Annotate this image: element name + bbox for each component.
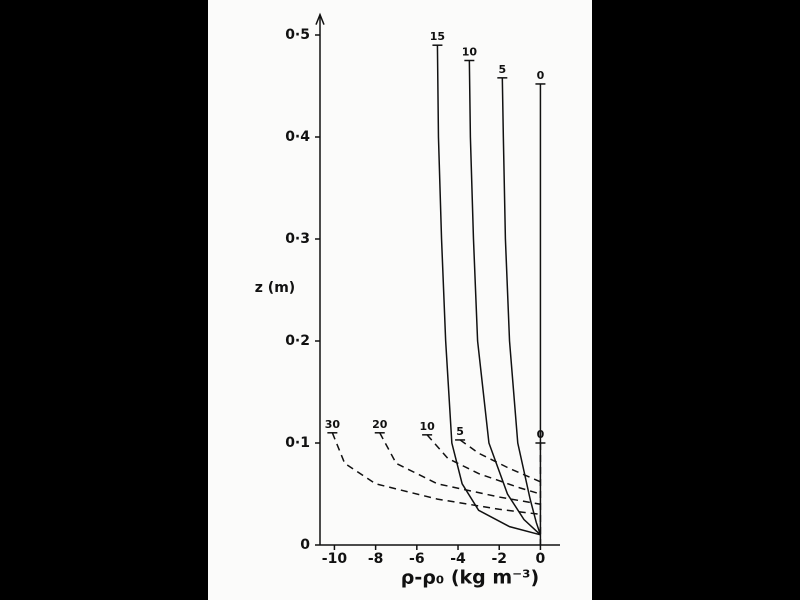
series-label: 30: [325, 418, 341, 431]
y-tick-label: 0·3: [285, 231, 310, 247]
series-label: 10: [462, 46, 478, 59]
series-line: [426, 434, 541, 495]
y-axis-label: z (m): [255, 280, 295, 296]
series-label: 20: [372, 418, 388, 431]
y-tick-label: 0·4: [285, 129, 310, 145]
series-label: 10: [419, 420, 435, 433]
series-label: 5: [456, 425, 464, 438]
series-label: 0: [537, 69, 545, 82]
x-tick-label: -6: [409, 551, 425, 567]
series-line: [331, 432, 541, 516]
series-line: [379, 432, 541, 505]
y-tick-label: 0·2: [285, 333, 310, 349]
series-line: [501, 77, 542, 536]
series-label: 0: [537, 428, 545, 441]
x-tick-label: -10: [322, 551, 348, 567]
series-label: 15: [430, 30, 445, 43]
series-line: [468, 60, 541, 536]
x-tick-label: -8: [368, 551, 384, 567]
x-tick-label: 0: [536, 551, 546, 567]
series-line: [436, 45, 541, 536]
y-tick-label: 0: [300, 537, 310, 553]
x-tick-label: -4: [450, 551, 466, 567]
x-axis-label: ρ-ρ₀ (kg m⁻³): [401, 567, 539, 589]
y-tick-label: 0·1: [285, 435, 310, 451]
series-line: [459, 439, 541, 483]
y-axis-arrow: [315, 12, 325, 25]
series-label: 5: [498, 63, 506, 76]
paper: [208, 0, 592, 600]
x-tick-label: -2: [491, 551, 507, 567]
y-tick-label: 0·5: [285, 27, 310, 43]
